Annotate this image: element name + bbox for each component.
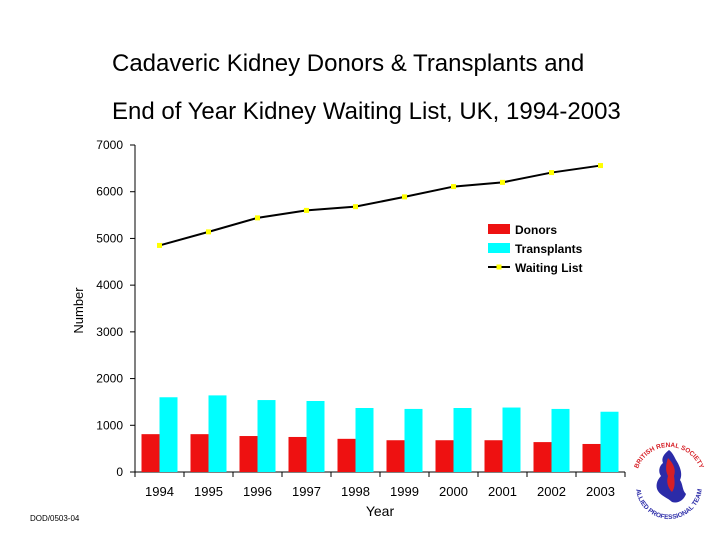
- bar-transplants: [208, 395, 227, 472]
- y-tick-label: 6000: [96, 185, 123, 199]
- bar-donors: [582, 443, 601, 472]
- point-waiting-list: [255, 215, 260, 221]
- legend-swatch-donors: [488, 224, 510, 234]
- legend-marker-waiting-list: [496, 264, 502, 270]
- legend-label-waiting-list: Waiting List: [515, 261, 583, 275]
- bar-transplants: [306, 400, 325, 472]
- x-tick-label: 2001: [488, 484, 517, 499]
- y-tick-label: 5000: [96, 231, 123, 245]
- chart-title-line-2: End of Year Kidney Waiting List, UK, 199…: [112, 98, 621, 125]
- bar-donors: [288, 436, 307, 472]
- bar-donors: [386, 440, 405, 472]
- point-waiting-list: [402, 194, 407, 200]
- x-tick-label: 1997: [292, 484, 321, 499]
- y-tick-label: 3000: [96, 325, 123, 339]
- legend-label-donors: Donors: [515, 223, 557, 237]
- y-tick-label: 2000: [96, 372, 123, 386]
- legend-label-transplants: Transplants: [515, 242, 583, 256]
- bar-donors: [190, 434, 209, 472]
- y-axis-label: Number: [71, 287, 86, 334]
- x-tick-label: 2000: [439, 484, 468, 499]
- x-axis-label: Year: [366, 503, 395, 519]
- point-waiting-list: [549, 170, 554, 176]
- bar-transplants: [257, 400, 276, 472]
- point-waiting-list: [206, 229, 211, 235]
- point-waiting-list: [500, 179, 505, 185]
- bar-transplants: [404, 408, 423, 472]
- bar-transplants: [355, 408, 374, 472]
- line-waiting-list: [159, 164, 601, 247]
- y-tick-label: 7000: [96, 138, 123, 152]
- point-waiting-list: [353, 204, 358, 210]
- y-tick-label: 1000: [96, 418, 123, 432]
- bar-donors: [435, 440, 454, 472]
- bar-transplants: [159, 397, 178, 472]
- x-tick-label: 1999: [390, 484, 419, 499]
- bar-donors: [337, 438, 356, 472]
- bar-transplants: [600, 411, 619, 472]
- bar-donors: [239, 436, 258, 472]
- bar-donors: [533, 442, 552, 472]
- legend-swatch-transplants: [488, 243, 510, 253]
- x-tick-label: 2002: [537, 484, 566, 499]
- x-tick-label: 1996: [243, 484, 272, 499]
- british-renal-society-logo: BRITISH RENAL SOCIETY ALLIED PROFESSIONA…: [633, 442, 705, 521]
- point-waiting-list: [451, 184, 456, 190]
- bar-donors: [484, 440, 503, 472]
- point-waiting-list: [157, 242, 162, 248]
- y-tick-label: 0: [116, 465, 123, 479]
- x-tick-label: 1995: [194, 484, 223, 499]
- x-tick-label: 2003: [586, 484, 615, 499]
- x-tick-label: 1994: [145, 484, 174, 499]
- bar-transplants: [453, 408, 472, 472]
- bar-transplants: [502, 407, 521, 472]
- bar-donors: [141, 434, 160, 472]
- y-tick-label: 4000: [96, 278, 123, 292]
- footer-code: DOD/0503-04: [30, 514, 80, 523]
- bar-transplants: [551, 408, 570, 472]
- x-tick-label: 1998: [341, 484, 370, 499]
- point-waiting-list: [304, 207, 309, 213]
- point-waiting-list: [598, 163, 603, 169]
- chart-title-line-1: Cadaveric Kidney Donors & Transplants an…: [112, 50, 585, 77]
